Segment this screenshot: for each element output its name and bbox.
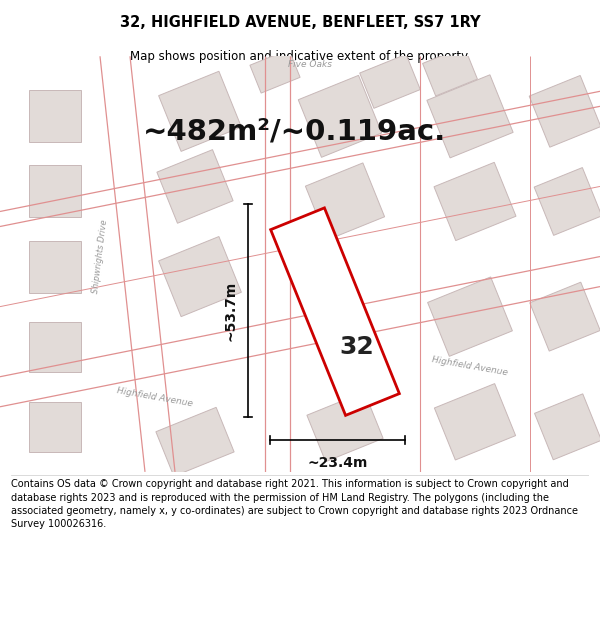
Text: ~482m²/~0.119ac.: ~482m²/~0.119ac. <box>143 118 446 146</box>
Polygon shape <box>534 168 600 236</box>
Text: ~23.4m: ~23.4m <box>307 456 368 470</box>
Polygon shape <box>422 47 478 96</box>
Polygon shape <box>158 71 241 151</box>
Polygon shape <box>156 408 234 476</box>
Text: Five Oaks: Five Oaks <box>288 60 332 69</box>
Polygon shape <box>307 392 383 462</box>
Polygon shape <box>298 76 382 158</box>
Polygon shape <box>157 149 233 223</box>
Polygon shape <box>434 384 515 460</box>
Polygon shape <box>29 90 81 142</box>
Text: Contains OS data © Crown copyright and database right 2021. This information is : Contains OS data © Crown copyright and d… <box>11 479 578 529</box>
Text: Map shows position and indicative extent of the property.: Map shows position and indicative extent… <box>130 50 470 62</box>
Polygon shape <box>158 236 241 317</box>
Polygon shape <box>434 162 516 241</box>
Polygon shape <box>529 76 600 147</box>
Polygon shape <box>305 163 385 240</box>
Polygon shape <box>29 241 81 292</box>
Polygon shape <box>29 402 81 452</box>
Polygon shape <box>29 166 81 217</box>
Text: 32: 32 <box>340 334 374 359</box>
Polygon shape <box>360 54 420 108</box>
Polygon shape <box>271 208 400 416</box>
Text: ~53.7m: ~53.7m <box>224 281 238 341</box>
Polygon shape <box>250 49 300 93</box>
Polygon shape <box>427 75 513 158</box>
Polygon shape <box>535 394 600 460</box>
Polygon shape <box>428 277 512 356</box>
Text: 32, HIGHFIELD AVENUE, BENFLEET, SS7 1RY: 32, HIGHFIELD AVENUE, BENFLEET, SS7 1RY <box>119 15 481 30</box>
Text: Highfield Avenue: Highfield Avenue <box>431 356 509 378</box>
Text: Highfield Avenue: Highfield Avenue <box>116 386 194 408</box>
Polygon shape <box>29 322 81 372</box>
Text: Shipwrights Drive: Shipwrights Drive <box>91 219 109 294</box>
Polygon shape <box>530 282 600 351</box>
